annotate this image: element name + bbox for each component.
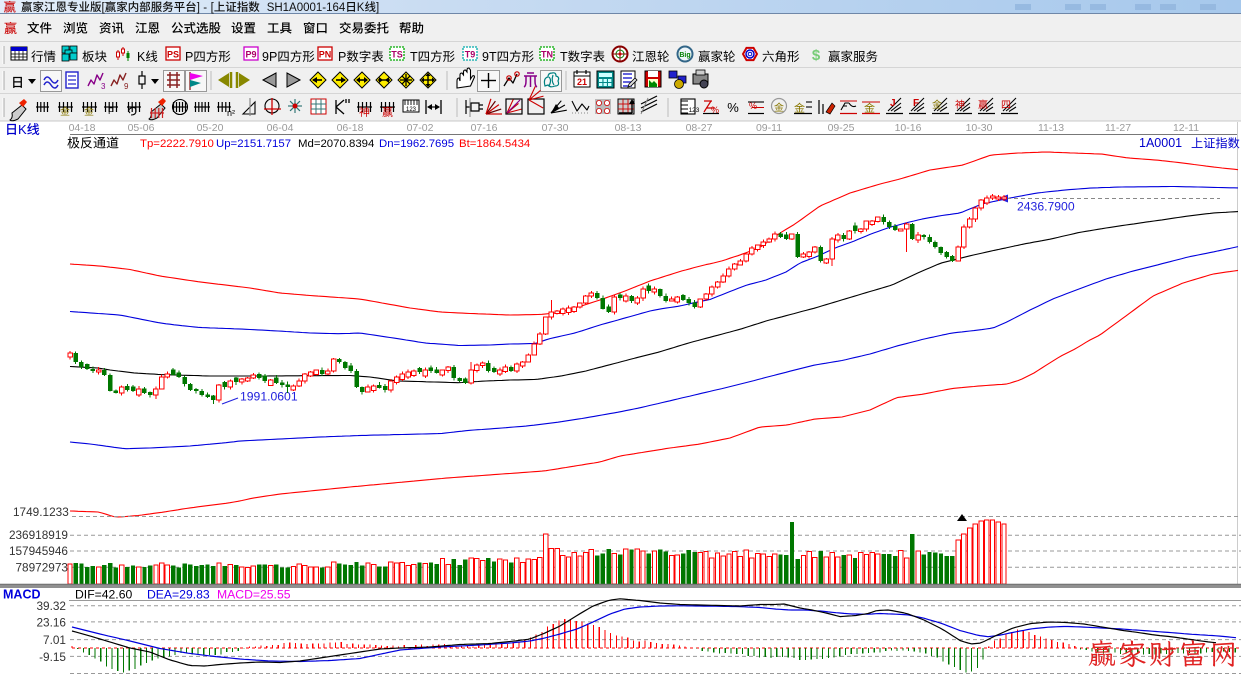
svg-text:DIF=42.60: DIF=42.60: [75, 588, 132, 602]
svg-text:-9.15: -9.15: [39, 650, 66, 664]
svg-text:%: %: [749, 101, 757, 111]
svg-text:%: %: [727, 100, 739, 115]
svg-text:n²: n²: [227, 108, 235, 118]
svg-text:08-27: 08-27: [686, 122, 713, 134]
svg-text:9T: 9T: [482, 50, 497, 64]
svg-text:K: K: [18, 122, 27, 137]
svg-text:08-13: 08-13: [615, 122, 642, 134]
svg-text:1A0001: 1A0001: [1139, 136, 1182, 150]
svg-text:06-18: 06-18: [337, 122, 364, 134]
svg-text:PS: PS: [167, 50, 179, 60]
svg-text:05-06: 05-06: [128, 122, 155, 134]
svg-text:10-30: 10-30: [966, 122, 993, 134]
svg-text:J: J: [890, 98, 896, 109]
svg-text:123: 123: [689, 107, 700, 114]
svg-text:[: [: [102, 2, 106, 14]
svg-text:2436.7900: 2436.7900: [1017, 200, 1075, 214]
svg-text:P: P: [185, 50, 193, 64]
svg-text:K: K: [357, 2, 365, 14]
svg-text:11-27: 11-27: [1105, 122, 1131, 134]
svg-text:DEA=29.83: DEA=29.83: [147, 588, 210, 602]
svg-text:06-04: 06-04: [267, 122, 294, 134]
svg-text:11-13: 11-13: [1038, 122, 1064, 134]
svg-text:TS: TS: [391, 50, 403, 60]
svg-text:21: 21: [577, 77, 587, 87]
svg-text:04-18: 04-18: [69, 122, 96, 134]
svg-text:Md=2070.8394: Md=2070.8394: [298, 138, 374, 150]
svg-text:T9: T9: [465, 50, 476, 60]
svg-text:157945946: 157945946: [9, 544, 68, 558]
svg-text:SH1A0001-164: SH1A0001-164: [267, 2, 346, 14]
svg-text:]: ]: [376, 2, 379, 14]
svg-text:Bt=1864.5434: Bt=1864.5434: [459, 138, 530, 150]
svg-text:39.32: 39.32: [36, 599, 66, 613]
svg-text:23.16: 23.16: [36, 615, 66, 629]
svg-text:MACD: MACD: [3, 588, 41, 602]
svg-text:78972973: 78972973: [16, 560, 69, 574]
svg-text:09-25: 09-25: [828, 122, 855, 134]
svg-text:9: 9: [124, 82, 129, 91]
svg-text:%: %: [711, 105, 719, 115]
svg-text:F: F: [108, 106, 114, 116]
svg-text:$: $: [812, 47, 821, 64]
svg-text:P: P: [338, 50, 346, 64]
svg-text:T: T: [560, 50, 568, 64]
svg-text:123: 123: [406, 107, 417, 113]
svg-text:07-02: 07-02: [407, 122, 434, 134]
svg-text:Big: Big: [679, 52, 690, 59]
svg-text:1991.0601: 1991.0601: [240, 390, 298, 404]
svg-text:K: K: [137, 50, 146, 64]
svg-text:12-11: 12-11: [1173, 122, 1199, 134]
svg-text:[: [: [211, 2, 215, 14]
svg-text:F: F: [913, 98, 919, 109]
svg-text:MACD=25.55: MACD=25.55: [217, 588, 291, 602]
svg-text:09-11: 09-11: [756, 122, 782, 134]
svg-text:Dn=1962.7695: Dn=1962.7695: [379, 138, 454, 150]
svg-text:7.01: 7.01: [43, 633, 66, 647]
svg-text:-: -: [203, 2, 207, 14]
svg-text:]: ]: [197, 2, 200, 14]
svg-text:Tp=2222.7910: Tp=2222.7910: [140, 138, 214, 150]
svg-text:T: T: [410, 50, 418, 64]
svg-text:PN: PN: [319, 50, 332, 60]
svg-text:P9: P9: [245, 50, 256, 60]
svg-text:07-16: 07-16: [471, 122, 498, 134]
svg-text:236918919: 236918919: [9, 528, 68, 542]
svg-text:07-30: 07-30: [542, 122, 569, 134]
svg-text:05-20: 05-20: [197, 122, 224, 134]
svg-text:10-16: 10-16: [895, 122, 922, 134]
svg-text:Up=2151.7157: Up=2151.7157: [216, 138, 291, 150]
svg-text:1749.1233: 1749.1233: [13, 505, 69, 519]
svg-text:9P: 9P: [262, 50, 277, 64]
svg-text:TN: TN: [541, 50, 553, 60]
svg-text:3: 3: [101, 82, 106, 91]
